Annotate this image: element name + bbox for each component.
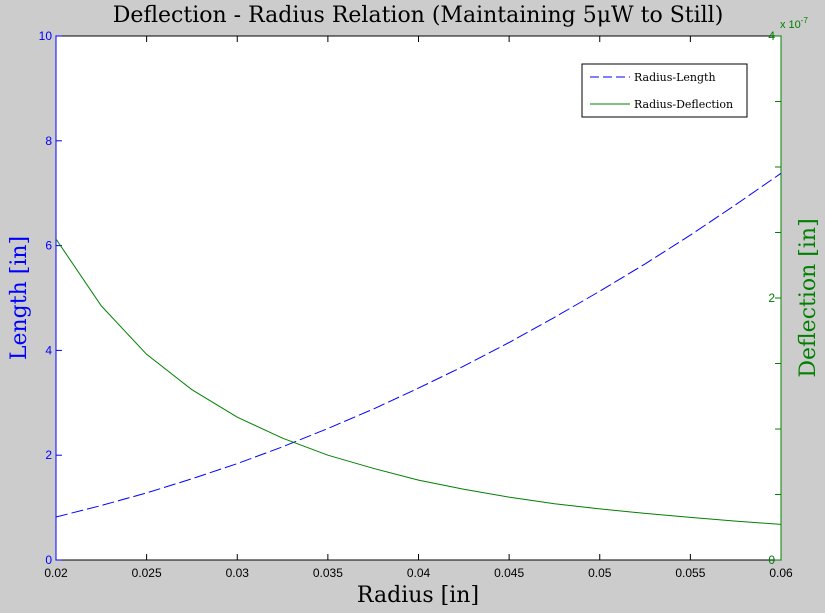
- y-right-tick-label: 0: [768, 553, 775, 567]
- x-axis-label: Radius [in]: [357, 583, 479, 608]
- chart-title: Deflection - Radius Relation (Maintainin…: [113, 3, 724, 28]
- x-axis-ticks: 0.02 0.025 0.03 0.035 0.04 0.045 0.05 0.055 0.06: [44, 36, 793, 580]
- series-lines: [55, 172, 782, 525]
- legend: Radius-Length Radius-Deflection: [581, 63, 748, 118]
- x-tick-label: 0.03: [226, 566, 250, 580]
- x-tick-label: 0.035: [313, 566, 343, 580]
- y-axis-right-label: Deflection [in]: [796, 218, 821, 377]
- x-tick-label: 0.02: [44, 566, 68, 580]
- x-tick-label: 0.04: [407, 566, 431, 580]
- x-tick-label: 0.055: [675, 566, 705, 580]
- y-left-tick-label: 6: [45, 239, 52, 253]
- right-axis-exponent: x 10-7: [780, 16, 808, 31]
- y-right-tick-label: 4: [768, 29, 775, 43]
- legend-label-radius-length: Radius-Length: [634, 71, 716, 84]
- y-axis-right-ticks: 0 2 4: [768, 29, 782, 567]
- y-left-tick-label: 2: [45, 448, 52, 462]
- plot-area: [55, 35, 782, 561]
- y-axis-left-ticks: 0 2 4 6 8 10: [39, 29, 62, 567]
- series-line-radius-deflection: [55, 238, 782, 525]
- x-tick-label: 0.045: [494, 566, 524, 580]
- x-tick-label: 0.025: [132, 566, 162, 580]
- legend-box: [581, 63, 748, 118]
- legend-label-radius-deflection: Radius-Deflection: [634, 98, 733, 111]
- series-line-radius-length: [55, 172, 782, 518]
- y-left-tick-label: 0: [45, 553, 52, 567]
- x-tick-label: 0.05: [588, 566, 612, 580]
- right-axis-exponent-base: x 10: [780, 19, 801, 31]
- y-left-tick-label: 10: [39, 29, 53, 43]
- y-axis-left-label: Length [in]: [7, 236, 32, 360]
- y-left-tick-label: 8: [45, 134, 52, 148]
- right-axis-exponent-power: -7: [801, 16, 809, 25]
- y-right-tick-label: 2: [768, 291, 775, 305]
- y-left-tick-label: 4: [45, 343, 52, 357]
- x-tick-label: 0.06: [769, 566, 793, 580]
